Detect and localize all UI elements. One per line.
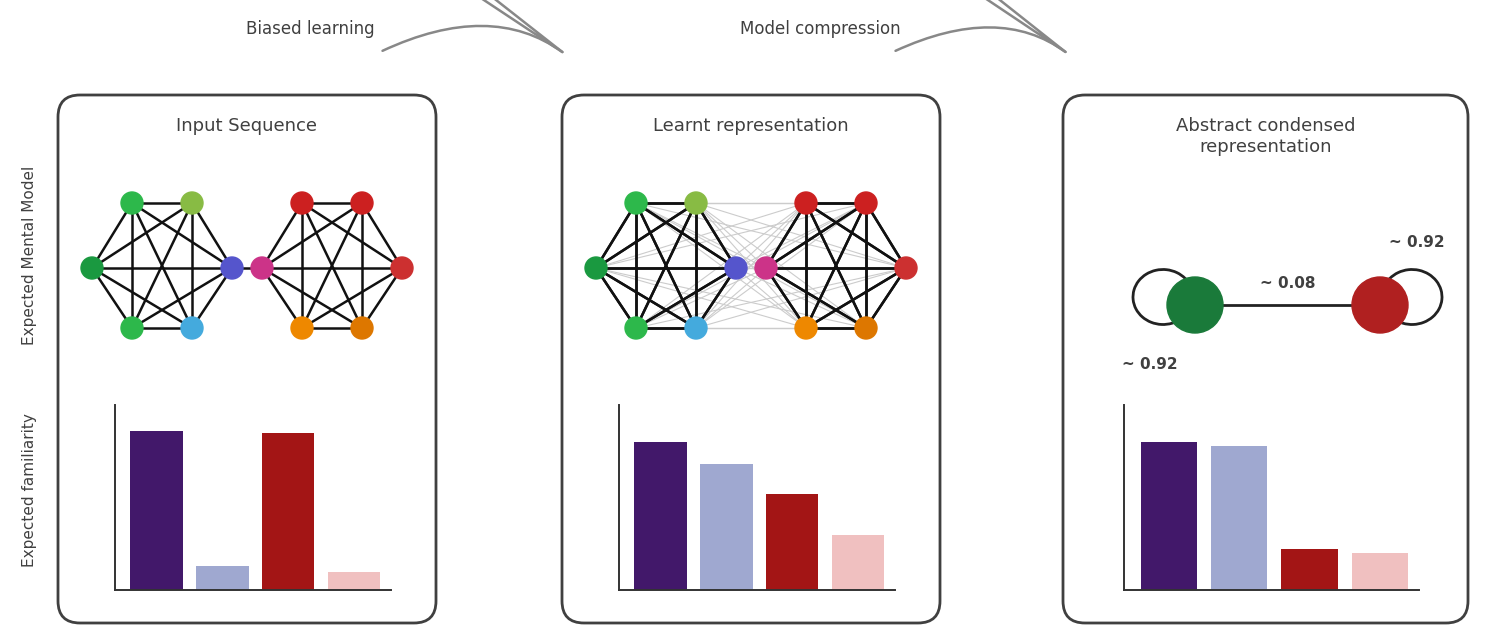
FancyBboxPatch shape [1064,95,1468,623]
Circle shape [81,257,104,279]
FancyBboxPatch shape [562,95,940,623]
Text: Expected familiarity: Expected familiarity [22,413,38,567]
Bar [1281,550,1338,590]
Circle shape [251,257,273,279]
Text: ~ 0.08: ~ 0.08 [1260,276,1316,291]
Circle shape [585,257,608,279]
Circle shape [122,317,142,339]
Circle shape [291,192,314,214]
Circle shape [855,192,877,214]
Text: Expected Mental Model: Expected Mental Model [22,166,38,344]
Circle shape [1167,277,1222,333]
Bar [700,464,753,590]
Bar [1352,553,1408,590]
Circle shape [626,192,646,214]
Circle shape [351,317,374,339]
Circle shape [686,192,706,214]
Bar [262,433,315,590]
Bar [634,442,687,590]
Circle shape [291,317,314,339]
Circle shape [795,317,818,339]
Bar [327,571,380,590]
Bar [1140,442,1197,590]
Circle shape [626,317,646,339]
Circle shape [220,257,243,279]
Bar [766,494,819,590]
Circle shape [754,257,777,279]
FancyBboxPatch shape [58,95,436,623]
Circle shape [351,192,374,214]
Bar [1210,445,1268,590]
Circle shape [182,192,203,214]
Text: Biased learning: Biased learning [246,20,375,38]
Circle shape [795,192,818,214]
Text: Model compression: Model compression [740,20,900,38]
Bar [196,566,249,590]
Circle shape [1352,277,1408,333]
Text: Abstract condensed
representation: Abstract condensed representation [1176,117,1356,156]
Circle shape [182,317,203,339]
Bar [831,534,884,590]
Circle shape [392,257,412,279]
Text: ~ 0.92: ~ 0.92 [1122,357,1178,372]
Bar [130,431,183,590]
Circle shape [686,317,706,339]
Circle shape [855,317,877,339]
Circle shape [122,192,142,214]
Text: ~ 0.92: ~ 0.92 [1389,235,1444,250]
Circle shape [724,257,747,279]
Text: Learnt representation: Learnt representation [652,117,849,135]
Circle shape [896,257,916,279]
Text: Input Sequence: Input Sequence [177,117,318,135]
